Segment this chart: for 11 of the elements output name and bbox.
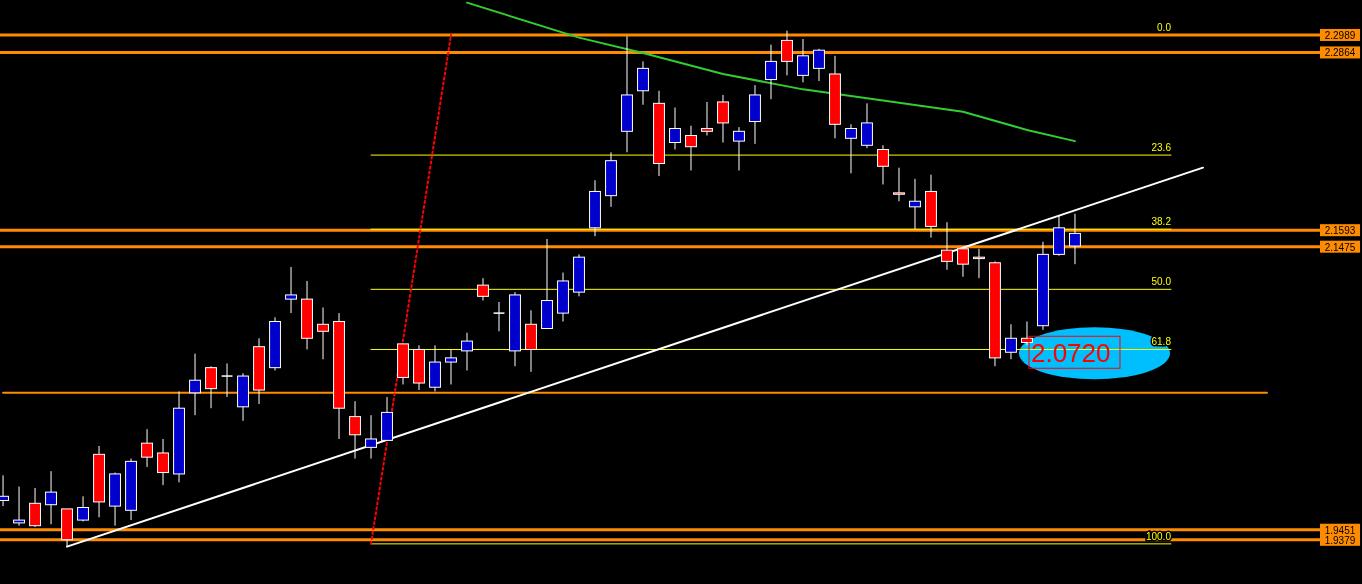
y-tick-label: 1.9379 [1324,534,1356,546]
y-tick-label: 2.1593 [1324,225,1356,237]
series-label: 23.6 [1151,142,1172,154]
y-tick-label: 2.1475 [1324,241,1356,253]
series-label: 50.0 [1151,276,1172,288]
series-label: 38.2 [1151,216,1172,228]
y-tick-label: 1.9451 [1324,524,1356,536]
y-tick-label: 2.2989 [1324,29,1356,41]
annotation: 0.0 [1157,21,1172,33]
line-series [466,1,1076,143]
y-tick-label: 2.2864 [1324,47,1356,59]
